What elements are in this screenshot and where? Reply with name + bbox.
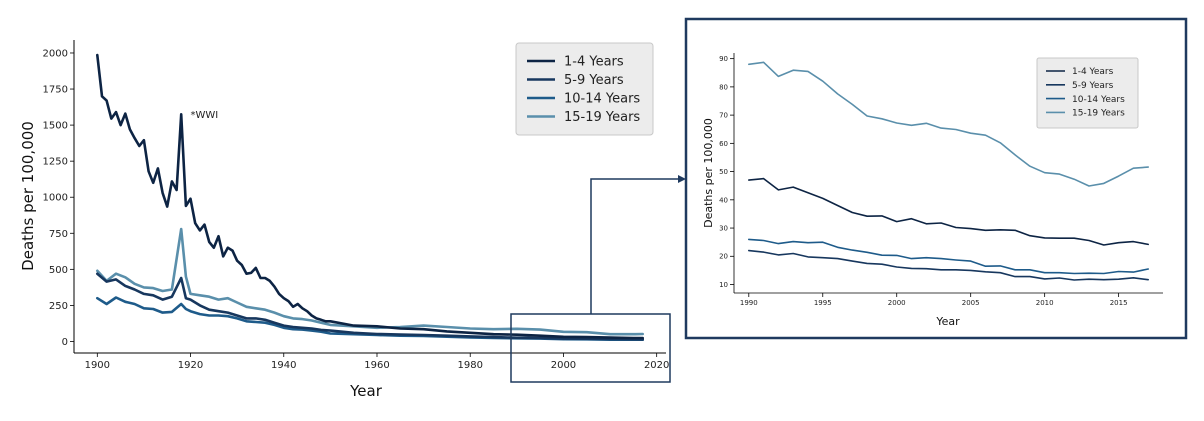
- main-y-tick-label: 500: [49, 265, 68, 276]
- main-x-tick-label: 1980: [457, 360, 482, 371]
- zoom-connector-line: [590, 178, 678, 314]
- main-x-tick-label: 2020: [644, 360, 669, 371]
- inset-x-tick-label: 1995: [814, 299, 832, 307]
- wwi-annotation: *WWI: [191, 110, 219, 121]
- main-y-tick-label: 750: [49, 229, 68, 240]
- inset-x-tick-label: 2000: [888, 299, 906, 307]
- inset-x-axis-label: Year: [935, 315, 960, 328]
- main-series-lines: [96, 53, 645, 342]
- inset-y-axis-ticks: 10 20 30 40 50 60 70 80 90: [719, 55, 734, 289]
- main-legend-box: [515, 42, 654, 136]
- zoom-highlight-box: [510, 313, 671, 383]
- inset-series-line-1-4-years: [747, 177, 1149, 246]
- inset-series-line-10-14-years: [747, 238, 1149, 275]
- main-series-line-1-4-years: [96, 53, 645, 340]
- main-y-tick-label: 0: [62, 337, 68, 348]
- main-y-axis-label: Deaths per 100,000: [19, 121, 37, 271]
- inset-series-lines: [747, 61, 1149, 281]
- main-y-tick-label: 1000: [43, 193, 68, 204]
- inset-y-tick-label: 50: [719, 168, 728, 176]
- inset-x-tick-label: 2015: [1110, 299, 1128, 307]
- main-x-axis-ticks: 1900 1920 1940 1960 1980 2000 2020: [85, 353, 669, 371]
- inset-legend-label: 15-19 Years: [1072, 109, 1125, 119]
- inset-series-line-5-9-years: [747, 249, 1149, 281]
- inset-legend-label: 10-14 Years: [1072, 95, 1125, 105]
- main-y-tick-label: 250: [49, 301, 68, 312]
- main-y-tick-label: 1750: [43, 85, 68, 96]
- main-y-tick-label: 2000: [43, 48, 68, 59]
- inset-y-tick-label: 80: [719, 83, 728, 91]
- main-x-tick-label: 1920: [178, 360, 203, 371]
- main-series-line-5-9-years: [96, 272, 645, 341]
- main-series-line-15-19-years: [96, 227, 645, 336]
- inset-chart: 10 20 30 40 50 60 70 80 90 1990 1995 2000 2005 2010 2…: [684, 17, 1188, 340]
- main-legend: 1-4 Years 5-9 Years 10-14 Years 15-19 Years: [515, 42, 654, 136]
- main-y-axis-ticks: 0 250 500 750 1000 1250 1500 1750 2000: [43, 48, 74, 348]
- inset-y-tick-label: 10: [719, 281, 728, 289]
- inset-legend: 1-4 Years 5-9 Years 10-14 Years 15-19 Years: [1036, 57, 1139, 129]
- main-x-tick-label: 2000: [551, 360, 576, 371]
- main-y-tick-label: 1250: [43, 157, 68, 168]
- inset-y-tick-label: 70: [719, 112, 728, 120]
- main-legend-items: 1-4 Years 5-9 Years 10-14 Years 15-19 Years: [527, 55, 640, 125]
- inset-legend-items: 1-4 Years 5-9 Years 10-14 Years 15-19 Years: [1046, 67, 1125, 119]
- inset-y-axis-label: Deaths per 100,000: [702, 118, 715, 228]
- main-y-tick-label: 1500: [43, 121, 68, 132]
- main-legend-label: 15-19 Years: [564, 110, 640, 125]
- inset-x-axis-ticks: 1990 1995 2000 2005 2010 2015: [740, 293, 1128, 307]
- main-legend-label: 5-9 Years: [564, 73, 624, 88]
- inset-legend-box: [1036, 57, 1139, 129]
- main-legend-label: 10-14 Years: [564, 92, 640, 107]
- main-x-tick-label: 1960: [364, 360, 389, 371]
- main-legend-label: 1-4 Years: [564, 55, 624, 70]
- main-x-tick-label: 1940: [271, 360, 296, 371]
- inset-y-tick-label: 40: [719, 196, 728, 204]
- inset-x-tick-label: 2005: [962, 299, 980, 307]
- inset-x-tick-label: 2010: [1036, 299, 1054, 307]
- inset-x-tick-label: 1990: [740, 299, 758, 307]
- inset-legend-label: 1-4 Years: [1072, 67, 1114, 77]
- inset-y-tick-label: 30: [719, 225, 728, 233]
- inset-legend-label: 5-9 Years: [1072, 81, 1114, 91]
- main-x-axis-label: Year: [349, 382, 383, 400]
- main-x-tick-label: 1900: [85, 360, 110, 371]
- inset-y-tick-label: 20: [719, 253, 728, 261]
- inset-y-tick-label: 60: [719, 140, 728, 148]
- zoom-connector-arrowhead: [678, 175, 686, 183]
- inset-y-tick-label: 90: [719, 55, 728, 63]
- inset-series-line-15-19-years: [747, 61, 1149, 187]
